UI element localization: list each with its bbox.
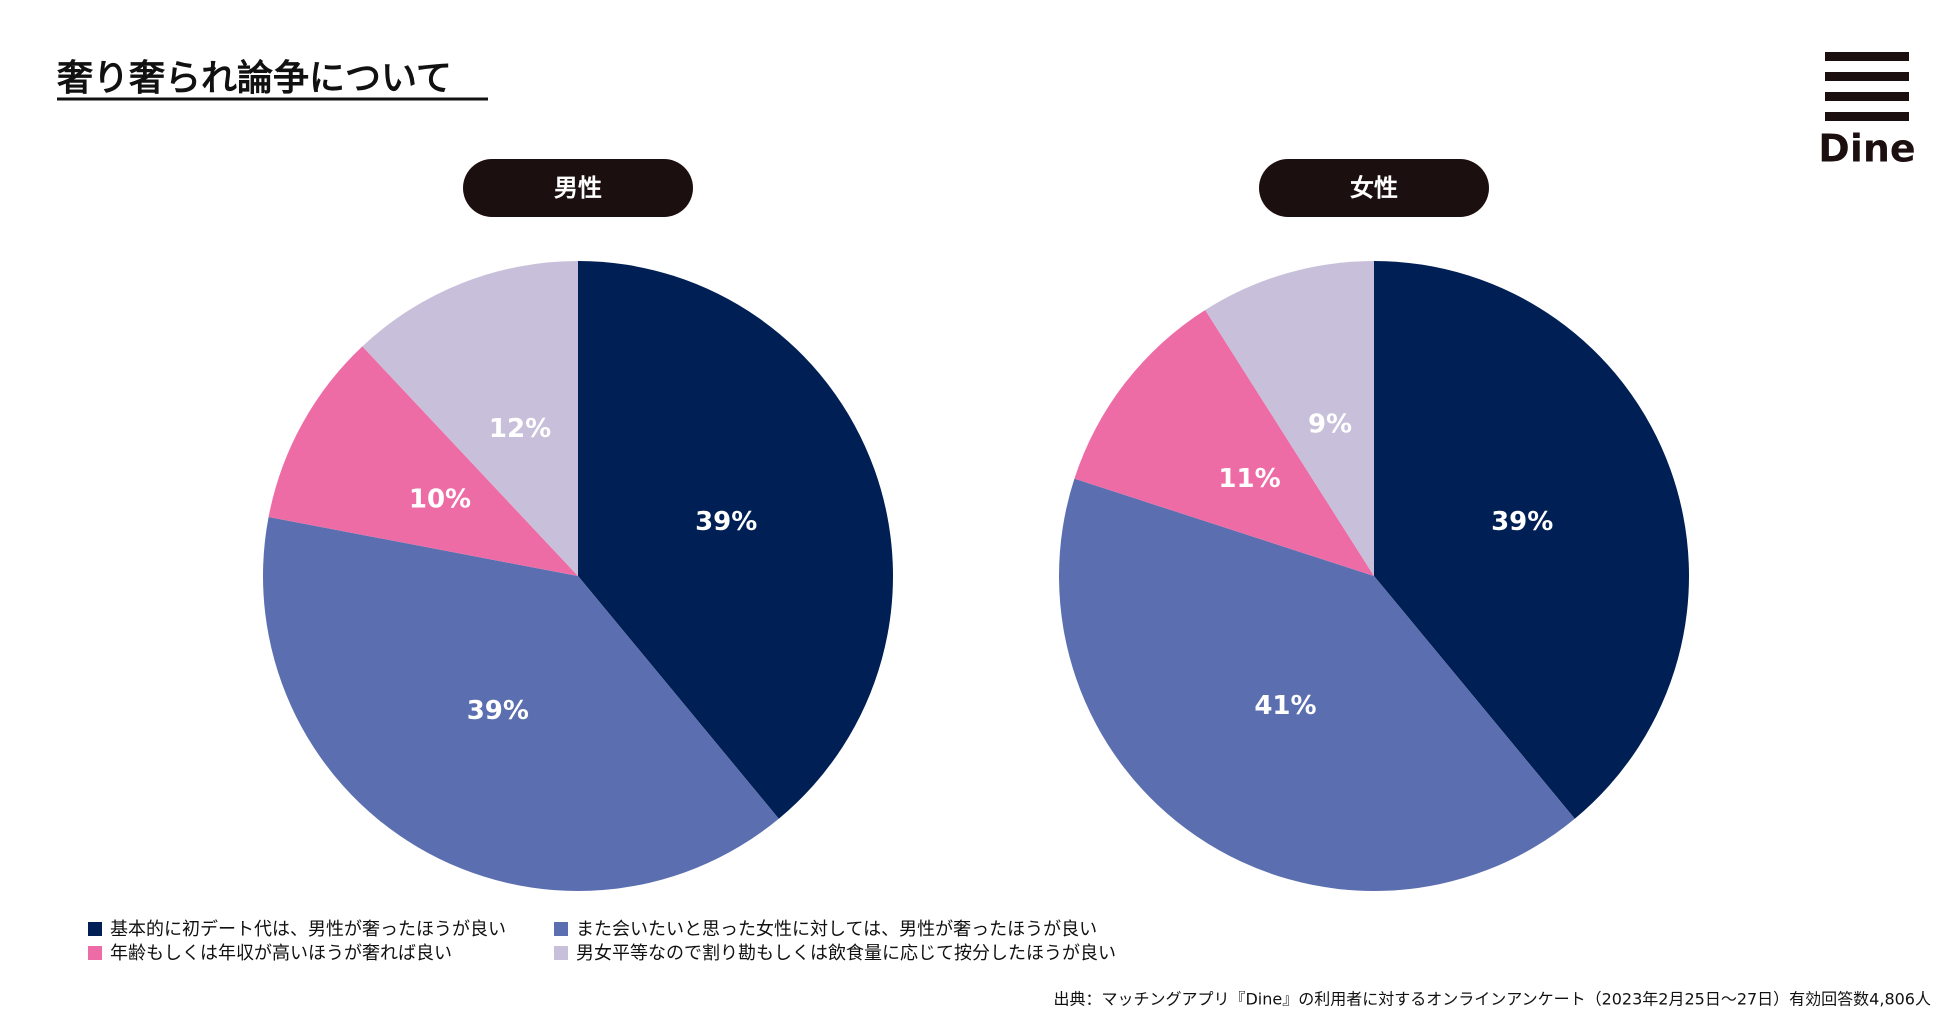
- logo-stripe: [1825, 92, 1909, 101]
- legend-swatch: [88, 946, 102, 960]
- pie-title: 女性: [1350, 174, 1398, 202]
- pie-slice: [1374, 261, 1690, 819]
- slice-label: 39%: [695, 507, 757, 537]
- slice-label: 39%: [1491, 507, 1553, 537]
- pie-title: 男性: [554, 174, 602, 202]
- slice-label: 12%: [489, 414, 551, 444]
- slice-label: 41%: [1254, 691, 1316, 721]
- legend-label: 基本的に初デート代は、男性が奢ったほうが良い: [110, 919, 506, 940]
- legend-label: また会いたいと思った女性に対しては、男性が奢ったほうが良い: [576, 919, 1097, 940]
- legend-label: 年齢もしくは年収が高いほうが奢れば良い: [110, 943, 452, 964]
- slice-label: 9%: [1308, 409, 1352, 439]
- logo-stripe: [1825, 112, 1909, 121]
- legend-swatch: [554, 922, 568, 936]
- logo: Dine: [1818, 52, 1916, 171]
- pie-slice: [1205, 261, 1374, 576]
- logo-text: Dine: [1818, 127, 1915, 171]
- legend-swatch: [88, 922, 102, 936]
- legend-label: 男女平等なので割り勘もしくは飲食量に応じて按分したほうが良い: [576, 943, 1116, 964]
- logo-stripe: [1825, 52, 1909, 61]
- legend-swatch: [554, 946, 568, 960]
- pie-title-pill: [1259, 159, 1489, 217]
- logo-stripe: [1825, 72, 1909, 81]
- pie-slice: [1058, 478, 1575, 891]
- pie-slice: [362, 261, 578, 576]
- page-title: 奢り奢られ論争について: [57, 58, 452, 99]
- pie-title-pill: [463, 159, 693, 217]
- pie-slice: [1074, 310, 1374, 576]
- pie-slice: [268, 346, 578, 576]
- slice-label: 10%: [409, 485, 471, 515]
- pie-slice: [578, 261, 894, 819]
- source-note: 出典：マッチングアプリ『Dine』の利用者に対するオンラインアンケート（2023…: [1053, 990, 1931, 1009]
- slice-label: 11%: [1218, 464, 1280, 494]
- slice-label: 39%: [467, 696, 529, 726]
- pie-slice: [263, 516, 779, 892]
